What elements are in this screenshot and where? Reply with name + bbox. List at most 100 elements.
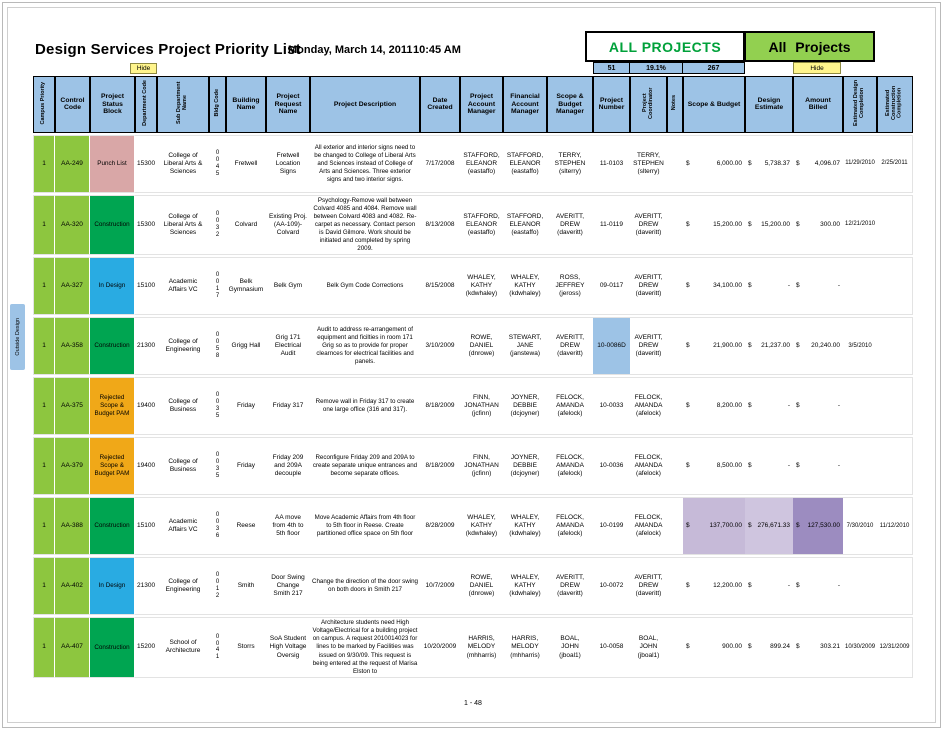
column-header-notes: Notes xyxy=(667,76,683,133)
currency-symbol: $ xyxy=(748,643,752,651)
cell-est_design: 7/30/2010 xyxy=(843,497,877,556)
column-header-design_estimate: Design Estimate xyxy=(745,76,793,133)
cell-control: AA-379 xyxy=(55,437,90,496)
amount-text: - xyxy=(837,462,840,470)
cell-design_estimate: $15,200.00 xyxy=(745,194,793,256)
cell-number: 10-0033 xyxy=(593,377,630,436)
cell-est_construction xyxy=(877,557,913,616)
page-title: Design Services Project Priority List xyxy=(35,41,301,58)
amount-text: 8,200.00 xyxy=(716,402,742,410)
currency-symbol: $ xyxy=(748,159,752,167)
cell-fam: HARRIS, MELODY (mhharris) xyxy=(503,617,547,678)
amount-text: - xyxy=(787,282,790,290)
cell-scope_budget: $900.00 xyxy=(683,617,745,678)
cell-subdept: College of Liberal Arts & Sciences xyxy=(157,194,209,256)
cell-request: AA move from 4th to 5th floor xyxy=(266,497,310,556)
cell-description: Reconfigure Friday 209 and 209A to creat… xyxy=(310,437,420,496)
cell-priority: 1 xyxy=(33,134,55,193)
cell-description: Remove wall in Friday 317 to create one … xyxy=(310,377,420,436)
cell-control: AA-407 xyxy=(55,617,90,678)
cell-fam: STEWART, JANE (janstewa) xyxy=(503,317,547,376)
cell-bldg: 0 0 3 5 xyxy=(209,377,226,436)
amount-text: - xyxy=(787,582,790,590)
all-projects-toggle[interactable]: ALL PROJECTS xyxy=(585,31,745,62)
cell-priority: 1 xyxy=(33,317,55,376)
cell-sbm: FELOCK, AMANDA (afelock) xyxy=(547,437,593,496)
currency-symbol: $ xyxy=(686,220,690,228)
cell-dept: 19400 xyxy=(135,437,157,496)
cell-bldg: 0 0 5 8 xyxy=(209,317,226,376)
money-value: $ - xyxy=(796,582,840,590)
cell-est_design: 10/30/2009 xyxy=(843,617,877,678)
currency-symbol: $ xyxy=(686,462,690,470)
column-header-amount_billed: Amount Billed xyxy=(793,76,843,133)
column-header-description: Project Description xyxy=(310,76,420,133)
hide-button-department[interactable]: Hide xyxy=(130,63,157,74)
report-date: Monday, March 14, 2011 xyxy=(288,44,413,56)
money-value: $8,500.00 xyxy=(686,462,742,470)
cell-est_design xyxy=(843,437,877,496)
currency-symbol: $ xyxy=(748,282,752,290)
cell-est_construction xyxy=(877,257,913,316)
cell-request: Belk Gym xyxy=(266,257,310,316)
money-value: $137,700.00 xyxy=(686,522,742,530)
cell-bldg: 0 0 4 1 xyxy=(209,617,226,678)
cell-date_created: 8/13/2008 xyxy=(420,194,460,256)
cell-description: Change the direction of the door swing o… xyxy=(310,557,420,616)
cell-amount_billed: $4,096.07 xyxy=(793,134,843,193)
cell-sbm: AVERITT, DREW (daveritt) xyxy=(547,317,593,376)
cell-subdept: Academic Affairs VC xyxy=(157,497,209,556)
cell-sbm: ROSS, JEFFREY (jeross) xyxy=(547,257,593,316)
column-header-label: Sub Department Name xyxy=(176,81,188,125)
cell-subdept: College of Engineering xyxy=(157,317,209,376)
cell-pam: WHALEY, KATHY (kdwhaley) xyxy=(460,497,503,556)
cell-est_construction: 2/25/2011 xyxy=(877,134,913,193)
cell-status: Rejected Scope & Budget PAM xyxy=(90,437,135,496)
cell-design_estimate: $ - xyxy=(745,437,793,496)
table-row: 1 AA-249 Punch List 15300 College of Liberal… xyxy=(33,134,913,193)
currency-symbol: $ xyxy=(796,220,800,228)
amount-text: 6,000.00 xyxy=(716,159,742,167)
currency-symbol: $ xyxy=(686,582,690,590)
cell-notes xyxy=(667,437,683,496)
hide-button-amount[interactable]: Hide xyxy=(793,62,841,74)
cell-pam: FINN, JONATHAN (jcfinn) xyxy=(460,437,503,496)
amount-text: - xyxy=(837,402,840,410)
cell-est_design xyxy=(843,257,877,316)
cell-description: Move Academic Affairs from 4th floor to … xyxy=(310,497,420,556)
cell-fam: STAFFORD, ELEANOR (eastaffo) xyxy=(503,194,547,256)
cell-request: Fretwell Location Signs xyxy=(266,134,310,193)
cell-coordinator: FELOCK, AMANDA (afelock) xyxy=(630,497,667,556)
column-header-label: Project Coordinator xyxy=(641,87,654,119)
cell-coordinator: FELOCK, AMANDA (afelock) xyxy=(630,377,667,436)
cell-date_created: 3/10/2009 xyxy=(420,317,460,376)
amount-text: 8,500.00 xyxy=(716,462,742,470)
cell-bldg: 0 0 3 5 xyxy=(209,437,226,496)
cell-status: Construction xyxy=(90,317,135,376)
cell-number: 11-0103 xyxy=(593,134,630,193)
table-head: Campus Priority Control Code Project Statu… xyxy=(33,76,913,133)
cell-bldg: 0 0 4 5 xyxy=(209,134,226,193)
column-header-coordinator: Project Coordinator xyxy=(630,76,667,133)
table-row: 1 AA-320 Construction 15300 College of Liber… xyxy=(33,194,913,256)
cell-scope_budget: $137,700.00 xyxy=(683,497,745,556)
column-header-label: Campus Priority xyxy=(40,81,47,125)
cell-fam: STAFFORD, ELEANOR (eastaffo) xyxy=(503,134,547,193)
cell-control: AA-249 xyxy=(55,134,90,193)
cell-request: Friday 317 xyxy=(266,377,310,436)
column-header-status: Project Status Block xyxy=(90,76,135,133)
cell-date_created: 10/7/2009 xyxy=(420,557,460,616)
cell-building: Belk Gymnasium xyxy=(226,257,266,316)
cell-priority: 1 xyxy=(33,377,55,436)
column-header-dept: Department Code xyxy=(135,76,157,133)
cell-dept: 21300 xyxy=(135,557,157,616)
cell-pam: WHALEY, KATHY (kdwhaley) xyxy=(460,257,503,316)
table-row: 1 AA-327 In Design 15100 Academic Affairs VC… xyxy=(33,257,913,316)
currency-symbol: $ xyxy=(686,159,690,167)
column-header-priority: Campus Priority xyxy=(33,76,55,133)
cell-request: Grig 171 Electrical Audit xyxy=(266,317,310,376)
cell-subdept: Academic Affairs VC xyxy=(157,257,209,316)
money-value: $ - xyxy=(796,282,840,290)
cell-notes xyxy=(667,317,683,376)
cell-coordinator: AVERITT, DREW (daveritt) xyxy=(630,257,667,316)
